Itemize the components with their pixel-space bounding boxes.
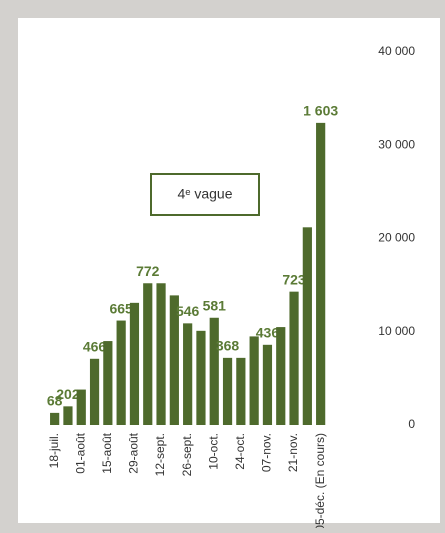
bar (129, 302, 140, 425)
bar (169, 295, 179, 425)
x-tick-label: 07-nov. (260, 433, 274, 472)
bar (276, 327, 286, 425)
bar (89, 358, 100, 425)
x-tick-label: 21-nov. (286, 433, 300, 472)
bar (222, 357, 233, 425)
x-tick-label: 26-sept. (180, 433, 194, 476)
bar-label: 546 (176, 303, 200, 319)
bar-label: 436 (256, 325, 280, 341)
x-tick-label: 15-août (100, 432, 114, 473)
bar (249, 336, 259, 425)
bar (316, 122, 326, 426)
x-tick-label: 10-oct. (206, 433, 220, 470)
bar (236, 357, 246, 425)
x-tick-label: 29-août (127, 432, 141, 473)
bar-label: 68 (47, 393, 63, 409)
bar (156, 283, 166, 425)
bar-label: 466 (83, 338, 107, 354)
x-tick-label: 01-août (73, 432, 87, 473)
bar (50, 412, 60, 425)
bar-label: 1 603 (303, 103, 338, 119)
x-tick-label: 12-sept. (153, 433, 167, 476)
bar (116, 320, 126, 425)
bar (302, 227, 312, 425)
bar-label: 723 (282, 271, 306, 287)
bar (209, 317, 219, 425)
x-tick-label: 18-juil. (47, 433, 61, 468)
bar (196, 330, 206, 425)
bar (63, 406, 73, 425)
y-tick-label: 10 000 (378, 324, 415, 338)
x-tick-label: 05-déc. (En cours) (313, 433, 327, 528)
y-tick-label: 30 000 (378, 137, 415, 151)
y-tick-label: 20 000 (378, 231, 415, 245)
bar (143, 283, 153, 425)
y-tick-label: 0 (408, 417, 415, 431)
bar-label: 665 (109, 300, 133, 316)
bar-label: 368 (216, 338, 240, 354)
x-tick-label: 24-oct. (233, 433, 247, 470)
bar-label: 772 (136, 263, 160, 279)
panel (18, 18, 440, 523)
y-tick-label: 40 000 (378, 44, 415, 58)
bar (262, 344, 273, 425)
bar (103, 341, 113, 425)
annotation-box (150, 173, 260, 216)
bar-label: 202 (56, 386, 80, 402)
bar-label: 581 (203, 297, 227, 313)
annotation: 4ᵉ vague (177, 186, 232, 202)
bar (289, 291, 299, 425)
bar (76, 389, 86, 425)
bar (183, 323, 193, 425)
